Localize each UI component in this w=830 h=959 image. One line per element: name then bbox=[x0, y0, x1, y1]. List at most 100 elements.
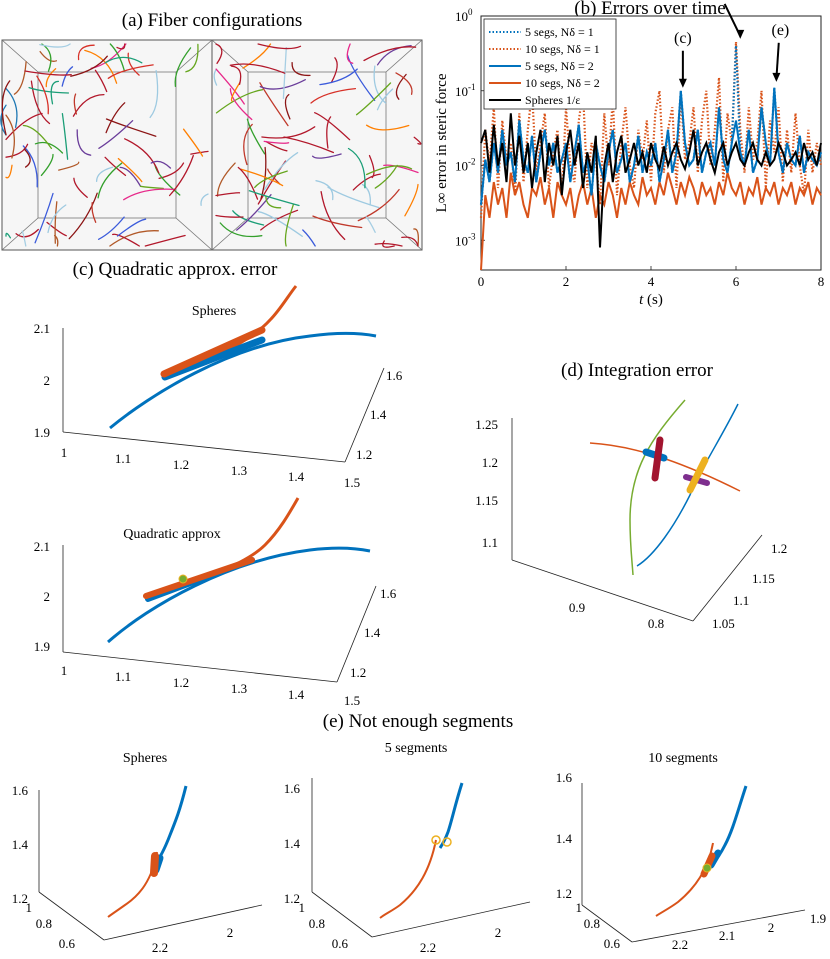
axis-tick-label: 1.4 bbox=[284, 836, 301, 851]
fiber bbox=[404, 183, 419, 217]
axis-tick-label: 1.9 bbox=[810, 911, 826, 926]
panel-c-top-blue-fiber bbox=[109, 331, 377, 430]
fiber bbox=[215, 89, 264, 114]
fiber bbox=[34, 141, 64, 154]
axis-tick-label: 1 bbox=[61, 663, 68, 678]
fiber bbox=[47, 204, 67, 234]
fiber bbox=[190, 150, 209, 155]
fiber bbox=[254, 170, 288, 189]
fiber bbox=[5, 232, 12, 239]
panel-e2-orange-fiber bbox=[379, 839, 437, 919]
axis-tick-label: 2.1 bbox=[34, 539, 50, 554]
fiber bbox=[374, 242, 403, 247]
fiber bbox=[45, 68, 57, 88]
panel-d-blue-fiber bbox=[636, 403, 739, 567]
panel-d-green-fiber bbox=[629, 399, 686, 576]
y-tick-label: 100 bbox=[455, 7, 473, 24]
fiber bbox=[284, 93, 291, 120]
axis-tick-label: 1.2 bbox=[173, 675, 189, 690]
fiber bbox=[248, 190, 300, 207]
fiber bbox=[346, 43, 354, 64]
fiber bbox=[117, 157, 143, 183]
fiber bbox=[123, 188, 176, 201]
fiber bbox=[39, 50, 58, 62]
panel-c-bottom-label: Quadratic approx bbox=[123, 527, 221, 542]
fiber bbox=[365, 165, 413, 176]
axis-tick-label: 2.1 bbox=[34, 321, 50, 336]
axis-tick-label: 1.2 bbox=[771, 541, 787, 556]
axis-tick-label: 1.25 bbox=[475, 417, 498, 432]
fiber bbox=[355, 82, 392, 116]
fiber bbox=[230, 81, 241, 102]
fiber bbox=[98, 120, 134, 149]
fiber bbox=[215, 214, 244, 218]
axis-tick-label: 1.6 bbox=[12, 783, 29, 798]
fiber bbox=[139, 185, 164, 190]
x-tick-label: 8 bbox=[818, 274, 825, 289]
axis-tick-label: 1.1 bbox=[733, 593, 749, 608]
axis-tick-label: 1.4 bbox=[288, 687, 305, 702]
fiber bbox=[413, 228, 420, 247]
fiber bbox=[216, 162, 236, 197]
legend-label: 5 segs, Nδ = 2 bbox=[525, 59, 594, 73]
fiber bbox=[346, 54, 376, 102]
fiber bbox=[310, 87, 357, 104]
fiber bbox=[50, 80, 60, 105]
axis-tick-label: 1.3 bbox=[231, 463, 247, 478]
axis-tick-label: 0.6 bbox=[604, 936, 621, 951]
fiber bbox=[58, 161, 80, 171]
fiber bbox=[401, 236, 419, 247]
fiber bbox=[312, 215, 363, 229]
fiber bbox=[0, 104, 7, 136]
fiber bbox=[15, 228, 39, 238]
fiber bbox=[282, 47, 287, 100]
fiber bbox=[319, 68, 358, 86]
fiber bbox=[259, 79, 306, 90]
fiber bbox=[105, 102, 126, 134]
fiber bbox=[376, 44, 412, 66]
fiber bbox=[265, 140, 288, 152]
fiber bbox=[150, 160, 172, 169]
fiber bbox=[283, 136, 335, 154]
axis-tick-label: 1.6 bbox=[556, 770, 573, 785]
axis-tick-label: 1.1 bbox=[115, 669, 131, 684]
fiber bbox=[23, 148, 31, 168]
panel-e3-orange-fiber bbox=[655, 842, 714, 917]
series-line bbox=[480, 87, 822, 205]
panel-b-title: (b) Errors over time bbox=[574, 0, 725, 19]
axis-tick-label: 1.4 bbox=[12, 837, 29, 852]
annotation-arrowhead bbox=[772, 72, 781, 82]
fiber bbox=[347, 147, 366, 189]
panel-c-bottom-orange-fiber bbox=[144, 497, 300, 600]
axis-tick-label: 2.2 bbox=[420, 940, 436, 955]
fiber bbox=[257, 43, 302, 50]
panel-c-top-orange-segment bbox=[160, 326, 266, 378]
fiber bbox=[127, 52, 140, 76]
fiber bbox=[46, 221, 67, 237]
panel-e1-blue-fiber bbox=[153, 785, 188, 865]
fiber bbox=[361, 183, 372, 206]
x-tick-label: 2 bbox=[563, 274, 570, 289]
fiber bbox=[5, 164, 13, 179]
fiber bbox=[363, 46, 417, 62]
panel-c-top-axes bbox=[62, 328, 385, 463]
annotation-label: (c) bbox=[674, 30, 692, 47]
panel-e1-orange-fiber bbox=[107, 851, 158, 918]
panel-c-top-blue-segment bbox=[161, 336, 266, 381]
fiber bbox=[22, 124, 53, 150]
axis-tick-label: 1.6 bbox=[380, 586, 397, 601]
fiber bbox=[326, 116, 332, 149]
x-tick-label: 4 bbox=[648, 274, 655, 289]
axis-tick-label: 1.15 bbox=[475, 493, 498, 508]
panel-c-bottom-orange-segment bbox=[143, 557, 255, 599]
axis-tick-label: 1.2 bbox=[356, 447, 372, 462]
fiber bbox=[357, 188, 400, 222]
fiber bbox=[84, 49, 118, 84]
fiber bbox=[182, 128, 204, 157]
panel-e-subtitle-1: Spheres bbox=[123, 751, 167, 766]
panel-c-bottom-blue-fiber bbox=[107, 546, 371, 644]
fiber bbox=[21, 230, 27, 247]
axis-tick-label: 1 bbox=[299, 900, 306, 915]
panel-a-title: (a) Fiber configurations bbox=[122, 10, 302, 31]
fiber bbox=[215, 192, 241, 197]
